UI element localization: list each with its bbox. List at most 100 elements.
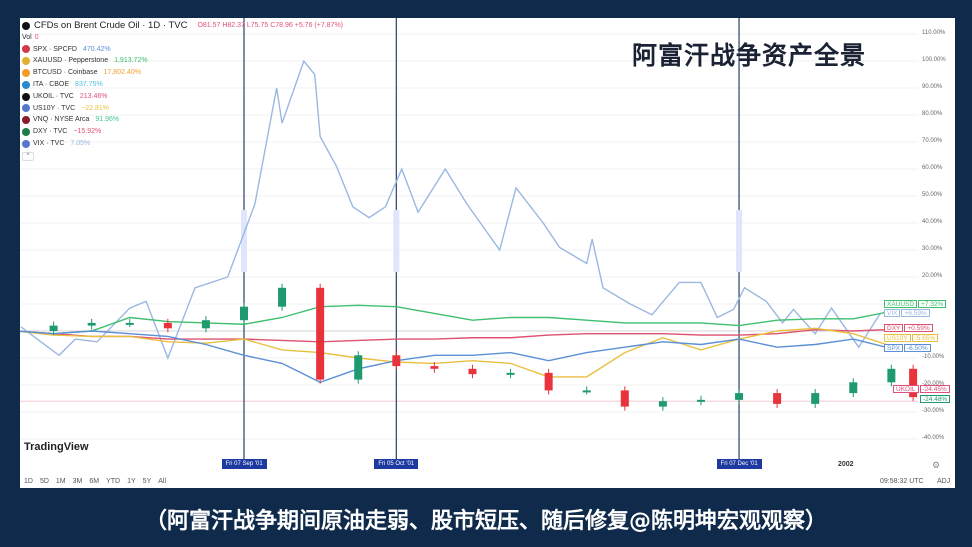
series-value: -5.65% — [911, 334, 939, 342]
series-name: DXY — [884, 324, 904, 332]
legend-symbol: VIX · TVC — [33, 139, 65, 147]
us-flag-icon — [22, 104, 30, 113]
ukoil-candle — [620, 390, 629, 407]
y-tick-label: -20.00% — [922, 381, 945, 387]
y-tick-label: -40.00% — [922, 435, 945, 441]
legend-symbol: US10Y · TVC — [33, 104, 76, 112]
ukoil-candle — [849, 382, 858, 394]
spx-line — [20, 330, 892, 384]
range-button[interactable]: 1Y — [127, 478, 136, 485]
range-button[interactable]: 5Y — [142, 478, 152, 485]
series-name: XAUUSD — [884, 300, 918, 308]
range-button[interactable]: All — [158, 478, 167, 485]
y-tick-label: 70.00% — [922, 138, 943, 144]
ukoil-candle — [735, 393, 744, 400]
x-axis-label-2002: 2002 — [838, 461, 854, 468]
ukoil-candle — [811, 393, 820, 404]
us-flag-icon — [22, 139, 30, 148]
legend-item[interactable]: SPX · SPCFD 470.42% — [22, 44, 343, 56]
oil-drop-icon — [22, 21, 30, 30]
y-tick-label: 60.00% — [922, 165, 943, 171]
legend-value: 213.46% — [79, 92, 108, 100]
event-date-label: Fri 07 Dec '01 — [716, 459, 762, 469]
ukoil-candle — [773, 393, 782, 404]
ukoil-candle — [87, 322, 96, 326]
ukoil-candle — [125, 322, 134, 325]
dxy-line — [20, 328, 892, 343]
range-button[interactable]: 5D — [39, 478, 49, 485]
y-tick-label: -10.00% — [922, 354, 945, 360]
symbol-title: CFDs on Brent Crude Oil · 1D · TVC — [34, 20, 188, 31]
price-value: -24.48% — [920, 395, 951, 403]
legend-symbol: XAUUSD · Pepperstone — [33, 57, 109, 65]
series-group — [20, 59, 918, 411]
settings-gear-icon[interactable]: ⚙ — [932, 460, 941, 470]
legend-item[interactable]: US10Y · TVC −22.81% — [22, 103, 343, 115]
vol-value: 0 — [34, 33, 39, 41]
adj-button[interactable]: ADJ — [937, 478, 951, 485]
series-value: +7.32% — [918, 300, 947, 308]
ukoil-candle — [582, 390, 591, 393]
y-tick-label: 50.00% — [922, 192, 943, 198]
legend-item[interactable]: DXY · TVC −15.92% — [22, 126, 343, 138]
ukoil-candle — [909, 368, 918, 398]
spx-icon — [22, 45, 30, 54]
series-name: US10Y — [884, 334, 911, 342]
chart-panel — [20, 18, 955, 488]
event-date-label: Fri 05 Oct '01 — [374, 459, 419, 469]
ita-icon — [22, 80, 30, 89]
legend-symbol: ITA · CBOE — [33, 80, 70, 88]
collapse-legend-button[interactable]: ^ — [22, 151, 34, 161]
legend-symbol: UKOIL · TVC — [33, 92, 74, 100]
ukoil-candle — [696, 399, 705, 402]
legend-item[interactable]: VIX · TVC 7.05% — [22, 138, 343, 150]
series-value: -24.45% — [919, 385, 950, 393]
legend-item[interactable]: VNQ · NYSE Arca 91.96% — [22, 114, 343, 126]
series-name: SPX — [884, 344, 904, 352]
ukoil-candle — [354, 355, 363, 380]
ukoil-candle — [658, 401, 667, 407]
legend-item[interactable]: XAUUSD · Pepperstone 1,913.72% — [22, 55, 343, 67]
series-end-label: SPX -6.50% — [884, 344, 931, 352]
symbol-header[interactable]: CFDs on Brent Crude Oil · 1D · TVC O81.5… — [22, 20, 343, 32]
legend-value: 1,913.72% — [114, 57, 148, 65]
legend-value: 470.42% — [82, 45, 111, 53]
ukoil-candle — [544, 372, 553, 391]
range-button[interactable]: YTD — [106, 478, 121, 485]
legend-symbol: SPX · SPCFD — [33, 45, 77, 53]
price-label: -24.48% — [920, 395, 951, 403]
event-vertical-label — [393, 210, 400, 272]
legend-item[interactable]: BTCUSD · Coinbase 17,802.40% — [22, 67, 343, 79]
legend-item[interactable]: ITA · CBOE 837.75% — [22, 79, 343, 91]
range-button[interactable]: 1D — [24, 478, 33, 485]
caption: （阿富汗战争期间原油走弱、股市短压、随后修复@陈明坤宏观观察） — [144, 509, 827, 534]
legend-value: 17,802.40% — [103, 69, 141, 77]
ukoil-candle — [316, 287, 325, 380]
bitcoin-icon — [22, 69, 30, 78]
ukoil-candle — [887, 368, 896, 383]
volume-row: Vol 0 — [22, 32, 343, 44]
legend-item[interactable]: UKOIL · TVC 213.46% — [22, 91, 343, 103]
ukoil-candle — [468, 368, 477, 375]
y-tick-label: 110.00% — [922, 30, 946, 36]
series-name: VIX — [884, 309, 901, 317]
series-value: +6.59% — [901, 309, 930, 317]
ukoil-candle — [506, 372, 515, 375]
range-button[interactable]: 1M — [55, 478, 66, 485]
ukoil-candle — [430, 366, 439, 369]
range-button[interactable]: 3M — [72, 478, 83, 485]
y-tick-label: 40.00% — [922, 219, 943, 225]
series-end-label: VIX +6.59% — [884, 309, 930, 317]
us10y-line — [20, 327, 892, 378]
ohlc-readout: O81.57 H82.37 L75.75 C78.96 +5.76 (+7.87… — [197, 22, 344, 29]
event-date-label: Fri 07 Sep '01 — [221, 459, 267, 469]
range-button[interactable]: 6M — [89, 478, 100, 485]
legend-symbol: VNQ · NYSE Arca — [33, 116, 90, 124]
y-tick-label: -30.00% — [922, 408, 945, 414]
legend-symbol: DXY · TVC — [33, 128, 68, 136]
y-tick-label: 20.00% — [922, 273, 943, 279]
legend: CFDs on Brent Crude Oil · 1D · TVC O81.5… — [22, 20, 343, 162]
series-value: -6.50% — [904, 344, 931, 352]
ukoil-candle — [278, 287, 287, 307]
